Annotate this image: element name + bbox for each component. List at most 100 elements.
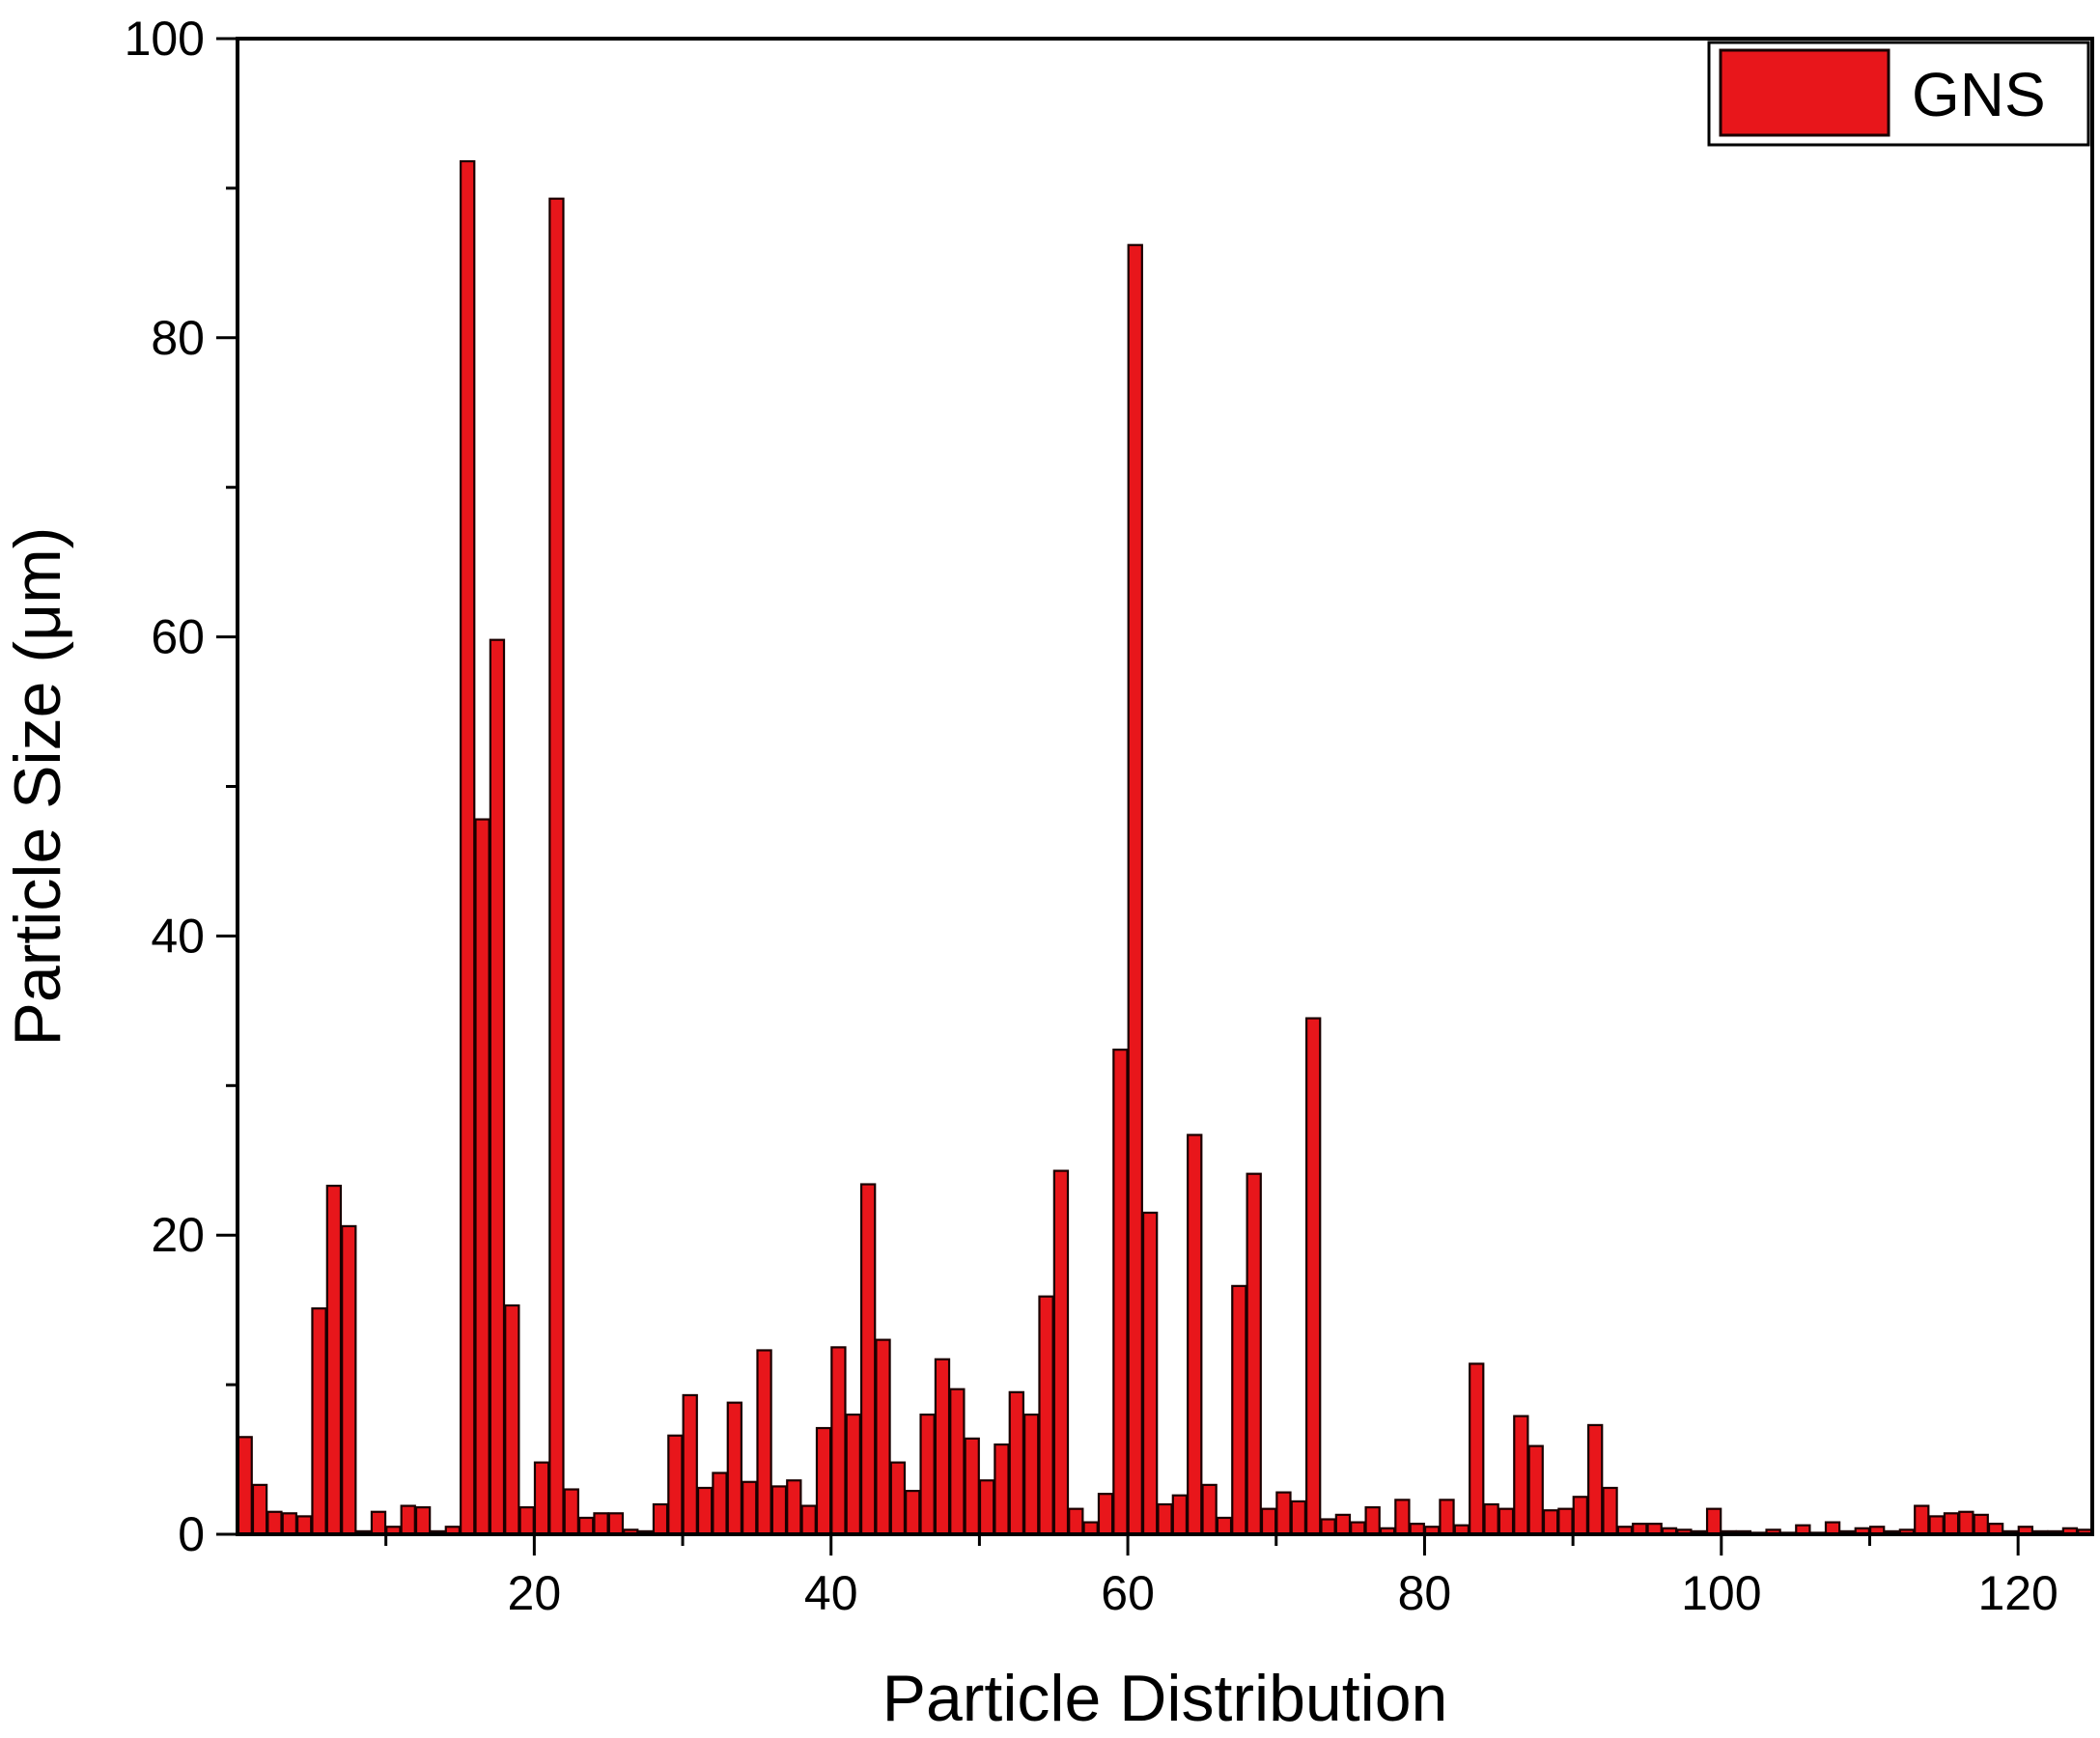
y-axis-label: Particle Size (μm) bbox=[1, 527, 74, 1047]
bar-25 bbox=[593, 1512, 609, 1536]
bars-group bbox=[237, 159, 2093, 1536]
bar-48 bbox=[934, 1358, 951, 1536]
x-tick-label-20: 20 bbox=[508, 1566, 562, 1620]
bar-4 bbox=[281, 1512, 297, 1536]
bar-118 bbox=[1973, 1513, 1989, 1536]
bar-45 bbox=[889, 1461, 907, 1536]
bar-44 bbox=[875, 1338, 891, 1536]
bar-51 bbox=[978, 1479, 995, 1536]
bar-66 bbox=[1201, 1483, 1218, 1536]
bar-39 bbox=[800, 1504, 817, 1536]
bar-75 bbox=[1334, 1513, 1352, 1536]
y-tick-label-0: 0 bbox=[178, 1507, 205, 1561]
bar-77 bbox=[1364, 1506, 1381, 1536]
bar-24 bbox=[577, 1516, 595, 1536]
bar-63 bbox=[1157, 1502, 1173, 1536]
bar-23 bbox=[563, 1488, 579, 1536]
bar-36 bbox=[756, 1349, 772, 1536]
bar-49 bbox=[949, 1388, 966, 1536]
bar-90 bbox=[1557, 1507, 1574, 1536]
bar-42 bbox=[845, 1413, 861, 1536]
bar-88 bbox=[1527, 1444, 1544, 1536]
bar-21 bbox=[533, 1461, 550, 1536]
bar-69 bbox=[1246, 1172, 1262, 1536]
y-tick-label-80: 80 bbox=[151, 311, 205, 365]
bar-16 bbox=[460, 159, 476, 1536]
bar-70 bbox=[1260, 1507, 1277, 1536]
bar-54 bbox=[1023, 1413, 1040, 1536]
bar-20 bbox=[518, 1506, 535, 1536]
bar-3 bbox=[266, 1510, 283, 1536]
bar-82 bbox=[1439, 1499, 1455, 1536]
bar-7 bbox=[325, 1184, 343, 1536]
bar-59 bbox=[1097, 1493, 1114, 1536]
x-tick-label-120: 120 bbox=[1977, 1566, 2058, 1620]
bar-87 bbox=[1513, 1415, 1529, 1536]
bar-74 bbox=[1320, 1518, 1336, 1536]
bar-91 bbox=[1572, 1496, 1588, 1536]
bar-71 bbox=[1275, 1491, 1292, 1536]
bar-30 bbox=[667, 1434, 684, 1536]
bar-53 bbox=[1008, 1390, 1024, 1536]
bar-33 bbox=[712, 1472, 728, 1536]
bar-34 bbox=[726, 1401, 743, 1536]
bar-38 bbox=[786, 1479, 802, 1536]
bar-12 bbox=[400, 1504, 416, 1536]
bar-52 bbox=[994, 1443, 1010, 1536]
bar-55 bbox=[1038, 1295, 1054, 1536]
y-axis-ticks: 0 20 40 60 80 100 bbox=[125, 12, 238, 1561]
bar-79 bbox=[1394, 1499, 1411, 1536]
bar-85 bbox=[1483, 1502, 1499, 1536]
legend-label-gns: GNS bbox=[1912, 60, 2046, 129]
bar-62 bbox=[1141, 1211, 1159, 1536]
legend: GNS bbox=[1707, 41, 2090, 147]
bar-2 bbox=[251, 1483, 268, 1536]
bar-37 bbox=[770, 1485, 788, 1536]
bar-56 bbox=[1052, 1169, 1070, 1536]
bar-19 bbox=[504, 1304, 520, 1536]
y-tick-label-40: 40 bbox=[151, 909, 205, 963]
bar-10 bbox=[370, 1510, 387, 1536]
bar-22 bbox=[548, 197, 565, 1536]
bar-84 bbox=[1469, 1362, 1485, 1536]
y-tick-label-20: 20 bbox=[151, 1208, 205, 1262]
bar-117 bbox=[1958, 1510, 1974, 1536]
bar-68 bbox=[1231, 1284, 1247, 1536]
x-tick-label-80: 80 bbox=[1398, 1566, 1452, 1620]
bar-29 bbox=[652, 1502, 669, 1536]
bar-61 bbox=[1127, 243, 1143, 1536]
bar-115 bbox=[1928, 1515, 1945, 1536]
bar-50 bbox=[964, 1437, 980, 1536]
y-tick-label-100: 100 bbox=[125, 12, 205, 66]
x-tick-label-60: 60 bbox=[1101, 1566, 1155, 1620]
bar-67 bbox=[1216, 1516, 1233, 1536]
bar-47 bbox=[919, 1413, 936, 1536]
bar-8 bbox=[341, 1224, 357, 1536]
bar-86 bbox=[1498, 1507, 1515, 1536]
y-tick-label-60: 60 bbox=[151, 610, 205, 664]
bar-31 bbox=[682, 1393, 698, 1536]
bar-60 bbox=[1112, 1049, 1129, 1536]
bar-1 bbox=[237, 1436, 253, 1536]
bar-43 bbox=[859, 1183, 877, 1536]
bar-40 bbox=[815, 1426, 832, 1536]
bar-5 bbox=[295, 1515, 313, 1536]
bar-41 bbox=[830, 1346, 847, 1536]
x-axis-label: Particle Distribution bbox=[882, 1662, 1448, 1735]
bar-116 bbox=[1943, 1512, 1960, 1536]
bar-89 bbox=[1542, 1509, 1559, 1536]
legend-swatch-gns bbox=[1719, 48, 1890, 137]
bar-18 bbox=[489, 638, 506, 1536]
x-axis-ticks: 20 40 60 80 100 120 bbox=[384, 1534, 2058, 1620]
bar-64 bbox=[1171, 1494, 1189, 1536]
bar-93 bbox=[1602, 1486, 1618, 1536]
bar-46 bbox=[905, 1489, 921, 1536]
bar-26 bbox=[607, 1512, 625, 1536]
bar-114 bbox=[1914, 1504, 1930, 1536]
x-tick-label-100: 100 bbox=[1681, 1566, 1761, 1620]
bar-65 bbox=[1187, 1134, 1203, 1536]
bar-17 bbox=[474, 818, 490, 1536]
bar-57 bbox=[1068, 1507, 1084, 1536]
bar-92 bbox=[1586, 1423, 1604, 1536]
